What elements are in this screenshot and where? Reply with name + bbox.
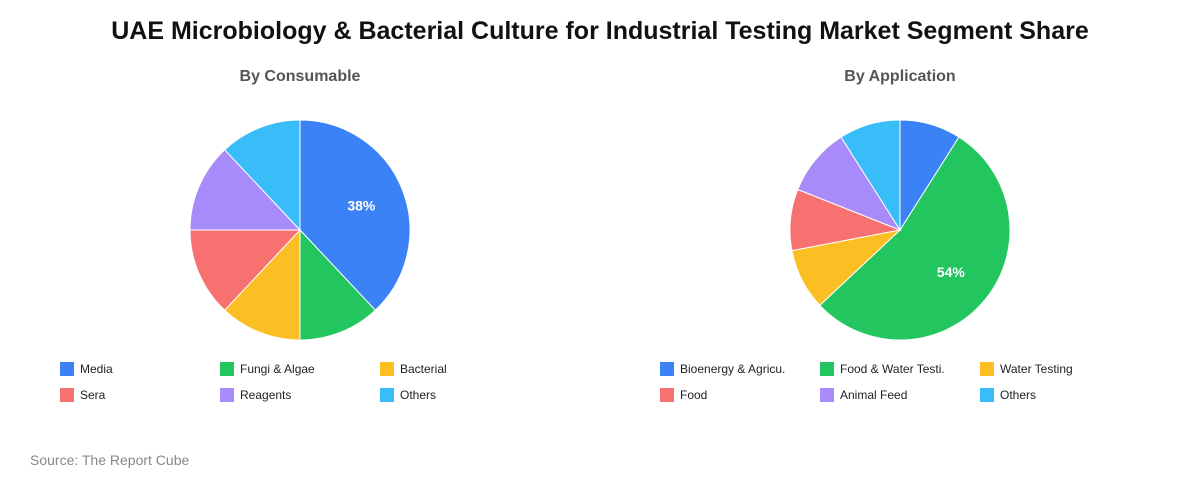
legend-swatch (220, 362, 234, 376)
pie-slice-others (840, 119, 901, 232)
pie-slice-reagents (189, 149, 302, 231)
legend-swatch (380, 388, 394, 402)
legend-item: Animal Feed (820, 386, 907, 404)
legend-swatch (980, 362, 994, 376)
legend-label: Food & Water Testi. (840, 362, 945, 376)
legend-swatch (220, 388, 234, 402)
consumable-pie-chart: 38% (189, 119, 411, 341)
slice-value-label: 38% (347, 198, 376, 214)
legend-item: Sera (60, 386, 105, 404)
legend-label: Sera (80, 388, 106, 402)
source-note: Source: The Report Cube (30, 452, 190, 468)
legend-item: Reagents (220, 386, 291, 404)
legend-label: Media (80, 362, 113, 376)
legend-swatch (660, 362, 674, 376)
legend-item: Others (380, 386, 436, 404)
consumable-panel: By Consumable 38% Media Fungi & Algae Bact… (0, 0, 600, 440)
legend-swatch (60, 388, 74, 402)
pie-slice-bacterial (223, 228, 301, 341)
legend-label: Animal Feed (840, 388, 908, 402)
legend-item: Fungi & Algae (220, 360, 315, 378)
legend-label: Water Testing (1000, 362, 1073, 376)
legend-swatch (660, 388, 674, 402)
chart-title: UAE Microbiology & Bacterial Culture for… (111, 17, 1089, 45)
legend-item: Bacterial (380, 360, 447, 378)
pie-slice-others (223, 119, 301, 232)
legend-label: Food (680, 388, 708, 402)
legend-swatch (820, 388, 834, 402)
legend-label: Others (1000, 388, 1037, 402)
legend-swatch (380, 362, 394, 376)
legend-label: Bacterial (400, 362, 447, 376)
legend-label: Others (400, 388, 437, 402)
application-panel: By Application 54% Bioenergy & Agricu. Fo… (600, 0, 1200, 440)
legend-item: Water Testing (980, 360, 1073, 378)
legend-swatch (820, 362, 834, 376)
legend-item: Bioenergy & Agricu. (660, 360, 785, 378)
legend-item: Others (980, 386, 1036, 404)
legend-item: Food & Water Testi. (820, 360, 945, 378)
legend-label: Fungi & Algae (240, 362, 315, 376)
legend-item: Media (60, 360, 113, 378)
consumable-subtitle: By Consumable (239, 68, 361, 85)
pie-slice-fungi-algae (299, 228, 377, 341)
pie-slice-media (299, 119, 411, 311)
legend-swatch (60, 362, 74, 376)
legend-label: Bioenergy & Agricu. (680, 362, 786, 376)
legend-swatch (980, 388, 994, 402)
pie-slice-food-water-testi (819, 136, 1011, 341)
legend-label: Reagents (240, 388, 292, 402)
legend-item: Food (660, 386, 707, 404)
application-pie-chart: 54% (789, 119, 1011, 341)
slice-value-label: 54% (937, 264, 966, 280)
application-subtitle: By Application (844, 68, 956, 85)
pie-slice-sera (189, 229, 302, 311)
